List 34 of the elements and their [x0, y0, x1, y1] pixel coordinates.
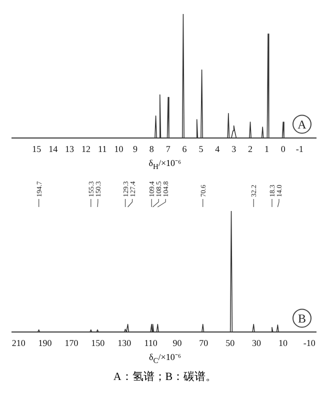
x-tick-label: 170: [64, 338, 79, 348]
x-tick-label: -1: [296, 144, 304, 154]
x-tick-label: 13: [65, 144, 75, 154]
x-tick-label: 10: [114, 144, 124, 154]
x-tick-label: 15: [32, 144, 42, 154]
x-tick-label: 50: [226, 338, 236, 348]
x-axis-title: δ$_{C}$/×10⁻⁶: [148, 350, 182, 365]
x-tick-label: 30: [252, 338, 262, 348]
x-tick-label: 70: [199, 338, 209, 348]
x-tick-label: -10: [303, 338, 316, 348]
x-tick-label: 5: [198, 144, 204, 154]
x-tick-label: 190: [38, 338, 52, 348]
x-tick-label: 130: [118, 338, 132, 348]
x-tick-label: 10: [278, 338, 288, 348]
x-tick-label: 3: [232, 144, 237, 154]
x-tick-label: 9: [132, 144, 138, 154]
x-tick-label: 8: [149, 144, 154, 154]
x-tick-label: 12: [81, 144, 90, 154]
annotation: B: [298, 311, 306, 326]
x-tick-label: 0: [280, 144, 286, 154]
x-axis-title: δ$_{H}$/×10⁻⁶: [148, 157, 182, 171]
x-tick-label: 11: [98, 144, 107, 154]
annotation: A: [298, 117, 307, 132]
x-tick-label: 2: [248, 144, 253, 154]
x-tick-label: 110: [144, 338, 158, 348]
x-tick-label: 14: [48, 144, 58, 154]
x-tick-label: 210: [12, 338, 26, 348]
x-tick-label: 4: [215, 144, 220, 154]
x-tick-label: 150: [91, 338, 106, 348]
x-tick-label: 7: [166, 144, 171, 154]
x-tick-label: 6: [182, 144, 188, 154]
x-tick-label: 1: [264, 144, 269, 154]
x-tick-label: 90: [172, 338, 182, 348]
text: A：氢谱；B：碳谱。: [112, 370, 218, 384]
